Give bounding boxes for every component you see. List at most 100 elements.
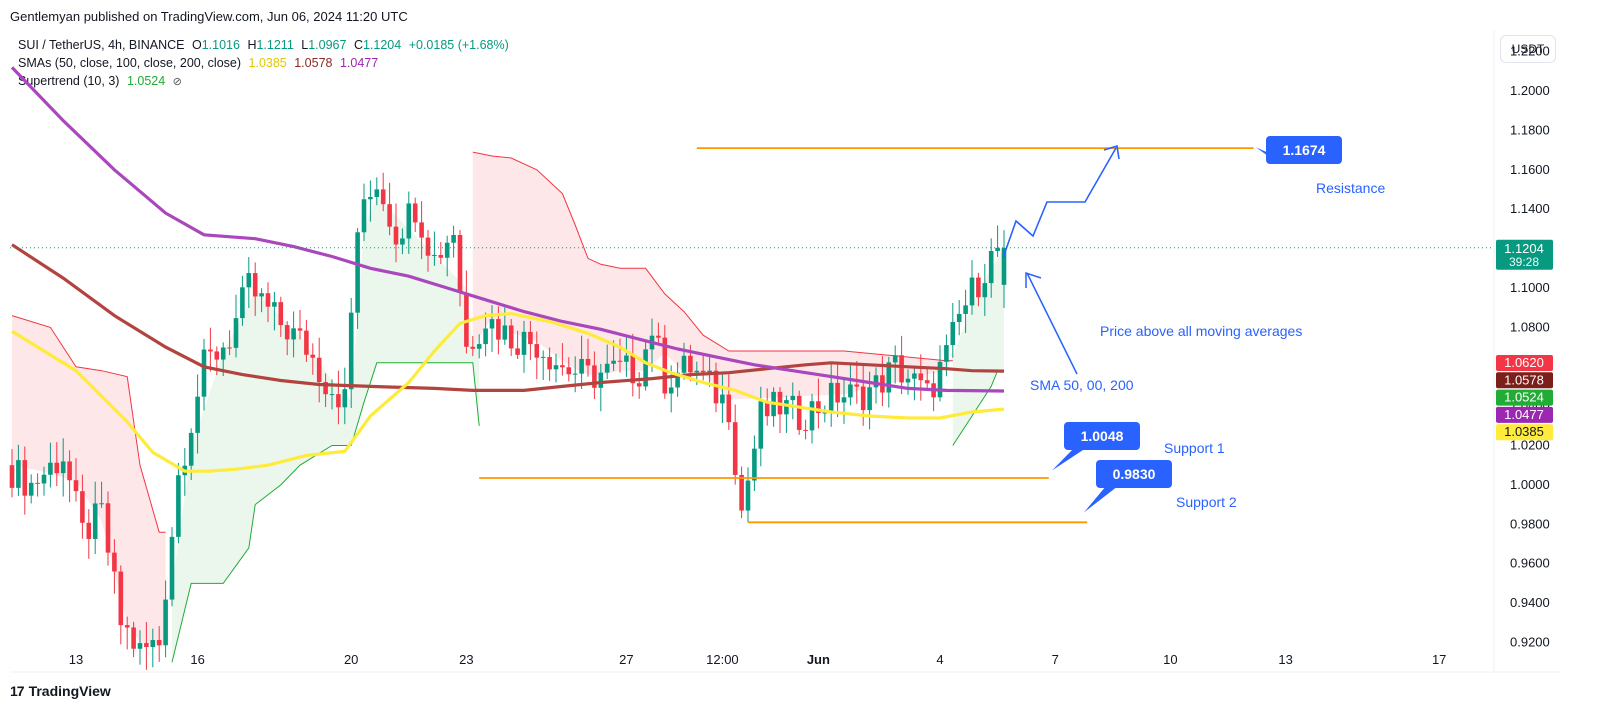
candle-body [297, 328, 303, 331]
candle-body [163, 599, 168, 646]
sma-legend[interactable]: SMAs (50, close, 100, close, 200, close)… [18, 56, 382, 70]
eye-off-icon[interactable]: ⊘ [172, 76, 182, 88]
candle-body [745, 480, 751, 511]
horizontal-levels [10, 147, 1494, 524]
indicator-price-badge[interactable] [1496, 372, 1553, 389]
candle-body [368, 196, 373, 200]
price-tick-label: 1.1200 [1510, 241, 1550, 256]
price-tick-label: 0.9400 [1510, 595, 1550, 610]
currency-button[interactable]: USDT [1500, 35, 1556, 63]
indicator-price-badge[interactable] [1496, 424, 1553, 441]
bar-countdown: 39:28 [1509, 255, 1539, 269]
candle-body [464, 292, 469, 347]
price-above-mas-note: Price above all moving averages [1100, 323, 1302, 339]
supertrend-down-line [472, 151, 953, 362]
candle-body [220, 347, 226, 360]
candle-body [156, 640, 162, 646]
supertrend-fill [472, 152, 953, 400]
candle-body [188, 432, 194, 466]
callout-box [1266, 136, 1342, 164]
symbol-legend[interactable]: SUI / TetherUS, 4h, BINANCE O1.1016 H1.1… [18, 38, 513, 52]
candle-body [969, 277, 975, 306]
time-axis[interactable]: 13 16 20 23 27 12:00 Jun 4 7 10 13 17 [69, 652, 1447, 667]
pointer-arrow [1026, 272, 1078, 375]
supertrend-label[interactable]: Supertrend (10, 3) [18, 74, 120, 88]
supertrend-down-line [11, 315, 166, 533]
callout-box [1096, 460, 1172, 488]
price-tick-label: 1.1000 [1510, 280, 1550, 295]
indicator-price-badge[interactable] [1496, 355, 1553, 371]
tradingview-logo[interactable]: 17 TradingView [10, 683, 111, 699]
candle-body [758, 401, 764, 449]
candle-body [144, 643, 149, 648]
indicator-price-badge[interactable] [1496, 406, 1553, 423]
candle-body [112, 552, 117, 572]
moving-averages [10, 66, 1005, 473]
candle-body [822, 412, 828, 414]
price-tick-label: 1.0200 [1510, 438, 1550, 453]
candle-body [214, 351, 220, 360]
candle-body [796, 395, 802, 430]
candle-body [886, 362, 892, 393]
support1-label: Support 1 [1164, 440, 1225, 456]
candle-body [515, 348, 520, 355]
candle-body [323, 382, 328, 395]
candle-body [387, 204, 392, 227]
candle-body [777, 391, 783, 415]
candle-body [374, 189, 380, 197]
candle-body [790, 395, 796, 401]
price-axis[interactable]: 1.22001.20001.18001.16001.14001.12001.10… [1496, 44, 1553, 650]
candle-body [688, 355, 693, 373]
candle-body [649, 335, 655, 350]
symbol-title[interactable]: SUI / TetherUS, 4h, BINANCE [18, 38, 185, 52]
candle-body [720, 394, 725, 404]
candle-body [502, 325, 508, 340]
price-tick-label: 1.0400 [1510, 398, 1550, 413]
candle-body [336, 394, 341, 408]
candle-body [656, 335, 661, 338]
indicator-price-badge[interactable] [1496, 389, 1553, 406]
candle-body [438, 254, 444, 258]
candle-body [764, 401, 770, 417]
candle-body [419, 222, 424, 238]
ohlc-low: L1.0967 [301, 38, 347, 52]
candle-body [918, 373, 924, 381]
candle-body [828, 382, 834, 413]
price-tick-label: 1.1600 [1510, 162, 1550, 177]
candle-body [444, 242, 450, 258]
candle-body [707, 370, 712, 373]
last-price-badge[interactable] [1496, 239, 1553, 270]
sma-label[interactable]: SMAs (50, close, 100, close, 200, close) [18, 56, 242, 70]
candle-body [201, 349, 207, 397]
candle-body [905, 378, 911, 383]
candles [9, 172, 1007, 670]
supertrend-legend[interactable]: Supertrend (10, 3) 1.0524 ⊘ [18, 74, 186, 88]
supertrend-fill [952, 248, 1004, 446]
ohlc-close: C1.1204 [353, 38, 402, 52]
sma50-value: 1.0385 [248, 56, 287, 70]
price-tick-label: 1.2000 [1510, 83, 1550, 98]
candle-body [425, 237, 431, 256]
supertrend-up-line [952, 370, 1004, 446]
resistance-label: Resistance [1316, 180, 1385, 196]
candle-body [348, 312, 354, 390]
last-price-label: 1.1204 [1504, 241, 1544, 256]
candle-body [329, 394, 335, 396]
time-tick-label: Jun [807, 652, 830, 667]
candle-body [278, 302, 284, 326]
candle-body [105, 503, 111, 553]
time-tick-label: 23 [459, 652, 473, 667]
candle-body [771, 391, 776, 417]
candle-body [784, 400, 789, 415]
candle-body [457, 234, 463, 293]
candle-body [630, 355, 636, 384]
candle-body [137, 643, 143, 649]
time-tick-label: 16 [190, 652, 204, 667]
candle-body [643, 349, 648, 387]
candle-body [963, 305, 968, 314]
candle-body [412, 203, 418, 223]
candle-body [713, 370, 719, 404]
candle-body [60, 461, 66, 474]
sma200-line [10, 66, 1005, 393]
